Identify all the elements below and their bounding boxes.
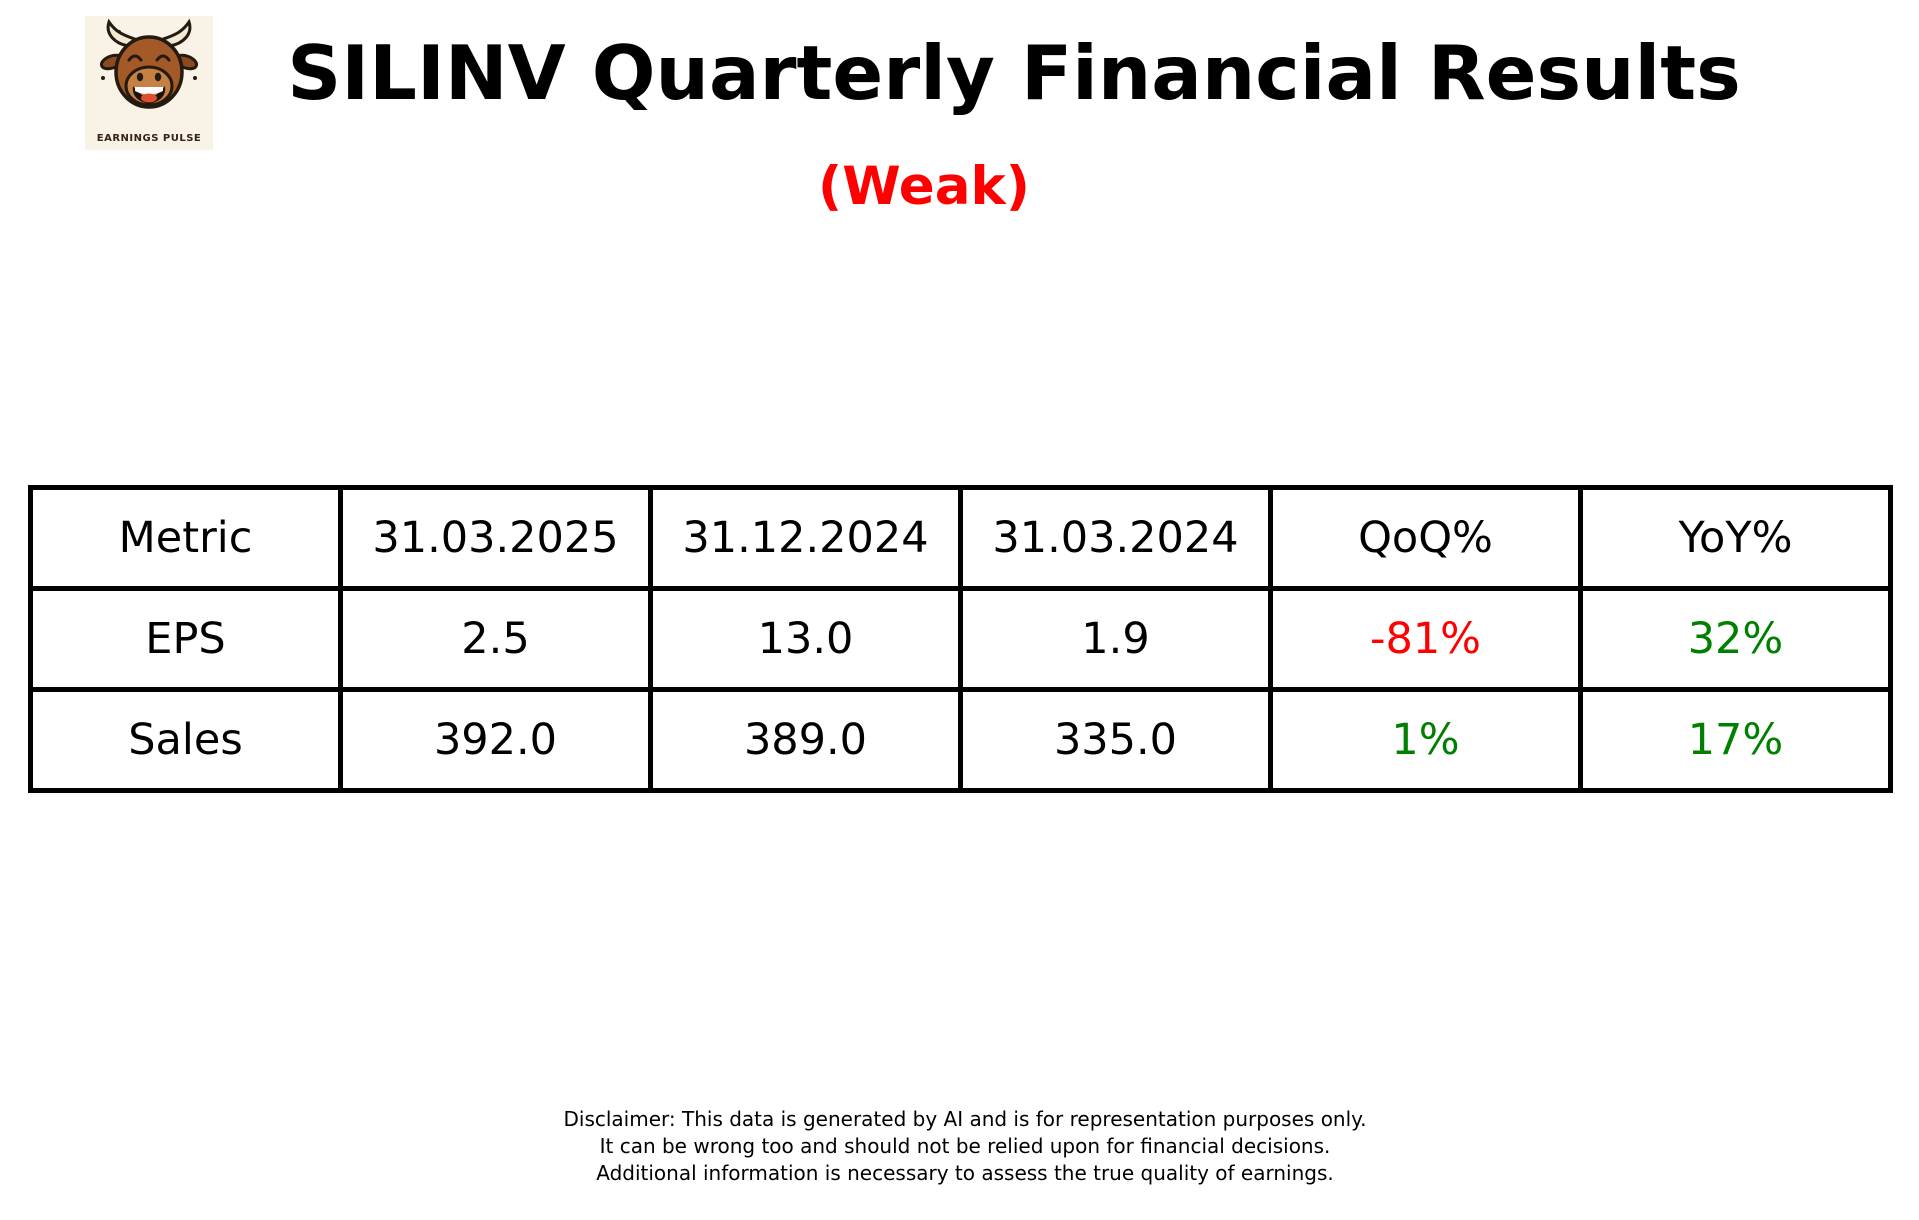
- col-header-q-yearago: 31.03.2024: [958, 485, 1273, 591]
- table-header-row: Metric 31.03.2025 31.12.2024 31.03.2024 …: [28, 485, 1893, 591]
- col-header-metric: Metric: [28, 485, 343, 591]
- metric-cell: Sales: [28, 687, 343, 793]
- disclaimer-line: Additional information is necessary to a…: [596, 1161, 1334, 1185]
- table-row-sales: Sales 392.0 389.0 335.0 1% 17%: [28, 687, 1893, 793]
- yoy-cell: 32%: [1578, 586, 1893, 692]
- value-cell: 389.0: [648, 687, 963, 793]
- col-header-q-prev: 31.12.2024: [648, 485, 963, 591]
- bull-icon: [85, 16, 213, 128]
- col-header-qoq: QoQ%: [1268, 485, 1583, 591]
- logo-caption: EARNINGS PULSE: [96, 133, 202, 144]
- value-cell: 392.0: [338, 687, 653, 793]
- qoq-cell: -81%: [1268, 586, 1583, 692]
- qoq-cell: 1%: [1268, 687, 1583, 793]
- value-cell: 13.0: [648, 586, 963, 692]
- value-cell: 335.0: [958, 687, 1273, 793]
- page-title: SILINV Quarterly Financial Results: [287, 29, 1741, 117]
- value-cell: 2.5: [338, 586, 653, 692]
- yoy-cell: 17%: [1578, 687, 1893, 793]
- table-row-eps: EPS 2.5 13.0 1.9 -81% 32%: [28, 586, 1893, 692]
- disclaimer: Disclaimer: This data is generated by AI…: [564, 1106, 1367, 1187]
- col-header-yoy: YoY%: [1578, 485, 1893, 591]
- results-table: Metric 31.03.2025 31.12.2024 31.03.2024 …: [28, 485, 1893, 793]
- col-header-q-current: 31.03.2025: [338, 485, 653, 591]
- disclaimer-line: Disclaimer: This data is generated by AI…: [563, 1107, 1367, 1131]
- disclaimer-line: It can be wrong too and should not be re…: [599, 1134, 1331, 1158]
- value-cell: 1.9: [958, 586, 1273, 692]
- metric-cell: EPS: [28, 586, 343, 692]
- verdict-label: (Weak): [818, 156, 1030, 217]
- earnings-pulse-logo: EARNINGS PULSE: [85, 16, 213, 150]
